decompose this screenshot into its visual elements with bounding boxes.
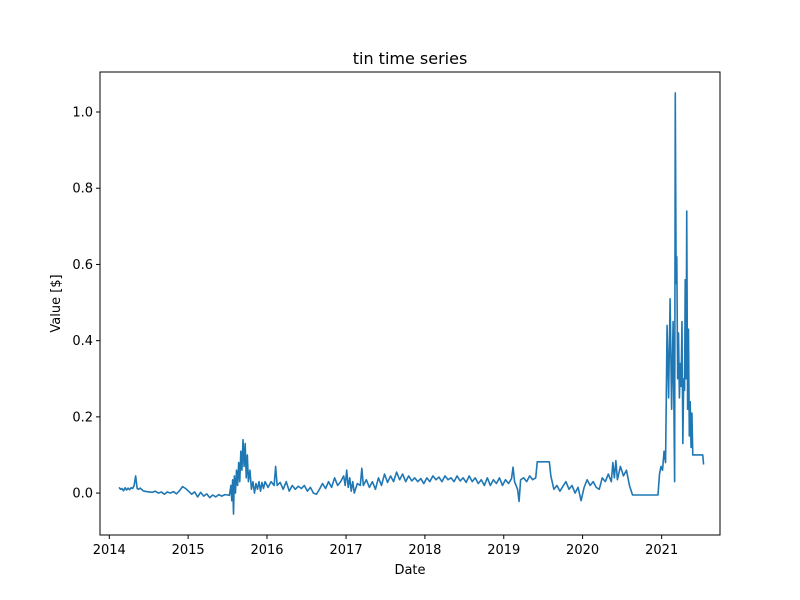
- x-tick-label-2014: 2014: [93, 543, 126, 558]
- y-tick-label-5: 1.0: [72, 106, 93, 121]
- x-tick-label-2017: 2017: [330, 543, 363, 558]
- y-tick-label-3: 0.6: [72, 258, 93, 273]
- y-tick-label-1: 0.2: [72, 410, 93, 425]
- y-axis: 0.0 0.2 0.4 0.6 0.8 1.0: [72, 106, 100, 502]
- x-tick-label-2015: 2015: [172, 543, 205, 558]
- x-axis: 2014 2015 2016 2017 2018 2019 2020 2021: [93, 535, 678, 558]
- chart-title: tin time series: [353, 49, 468, 68]
- series-layer: [118, 92, 705, 515]
- x-tick-label-2018: 2018: [408, 543, 441, 558]
- x-tick-label-2019: 2019: [487, 543, 520, 558]
- y-tick-label-0: 0.0: [72, 487, 93, 502]
- plot-frame: [99, 71, 721, 536]
- x-tick-label-2020: 2020: [566, 543, 599, 558]
- y-tick-label-2: 0.4: [72, 334, 93, 349]
- series-line-0: [118, 92, 705, 515]
- x-tick-label-2016: 2016: [250, 543, 283, 558]
- y-tick-label-4: 0.8: [72, 182, 93, 197]
- x-tick-label-2021: 2021: [645, 543, 678, 558]
- y-axis-label: Value [$]: [49, 274, 64, 332]
- x-axis-label: Date: [394, 563, 425, 578]
- plot-area: [100, 72, 720, 535]
